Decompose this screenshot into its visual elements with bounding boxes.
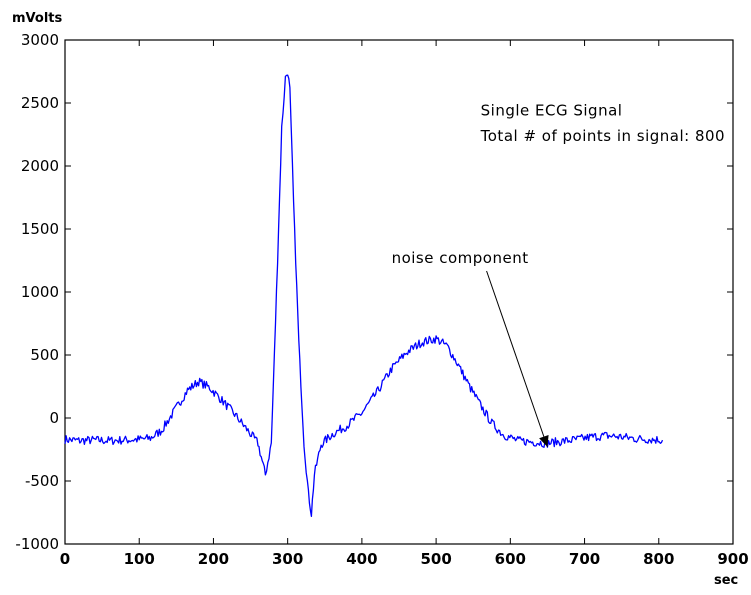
x-axis-unit-label: sec [714, 573, 738, 588]
y-tick-label: 1500 [21, 220, 59, 238]
y-tick-label: 2500 [21, 94, 59, 112]
x-tick-label: 500 [420, 550, 451, 568]
x-tick-label: 300 [272, 550, 303, 568]
x-tick-label: 600 [495, 550, 526, 568]
y-tick-label: 500 [30, 346, 59, 364]
y-tick-label: 0 [49, 409, 59, 427]
y-tick-label: 1000 [21, 283, 59, 301]
x-tick-label: 800 [643, 550, 674, 568]
series-layer [64, 74, 664, 518]
y-tick-label: -500 [25, 472, 59, 490]
plot-border [64, 39, 734, 545]
x-tick-label: 200 [198, 550, 229, 568]
x-axis: 0 100 200 300 400 500 600 700 800 900 [60, 40, 749, 568]
y-tick-label: 2000 [21, 157, 59, 175]
x-tick-label: 700 [569, 550, 600, 568]
annotation-text: Single ECG Signal [481, 102, 623, 120]
ecg-signal-line [64, 74, 664, 518]
annotation-text: Total # of points in signal: 800 [480, 127, 725, 145]
annotation-arrowhead [539, 434, 549, 447]
y-axis-unit-label: mVolts [12, 11, 62, 26]
annotation-text: noise component [392, 249, 529, 267]
x-tick-label: 900 [717, 550, 748, 568]
x-tick-label: 100 [124, 550, 155, 568]
x-tick-label: 0 [60, 550, 70, 568]
y-axis: 3000 2500 2000 1500 1000 500 0 -500 -1000 [15, 31, 733, 553]
annotation-arrow-line [486, 270, 548, 448]
annotation-layer: Single ECG Signal Total # of points in si… [392, 102, 725, 448]
y-tick-label: 3000 [21, 31, 59, 49]
y-tick-label: -1000 [15, 535, 59, 553]
plot-frame [64, 39, 734, 545]
x-tick-label: 400 [346, 550, 377, 568]
